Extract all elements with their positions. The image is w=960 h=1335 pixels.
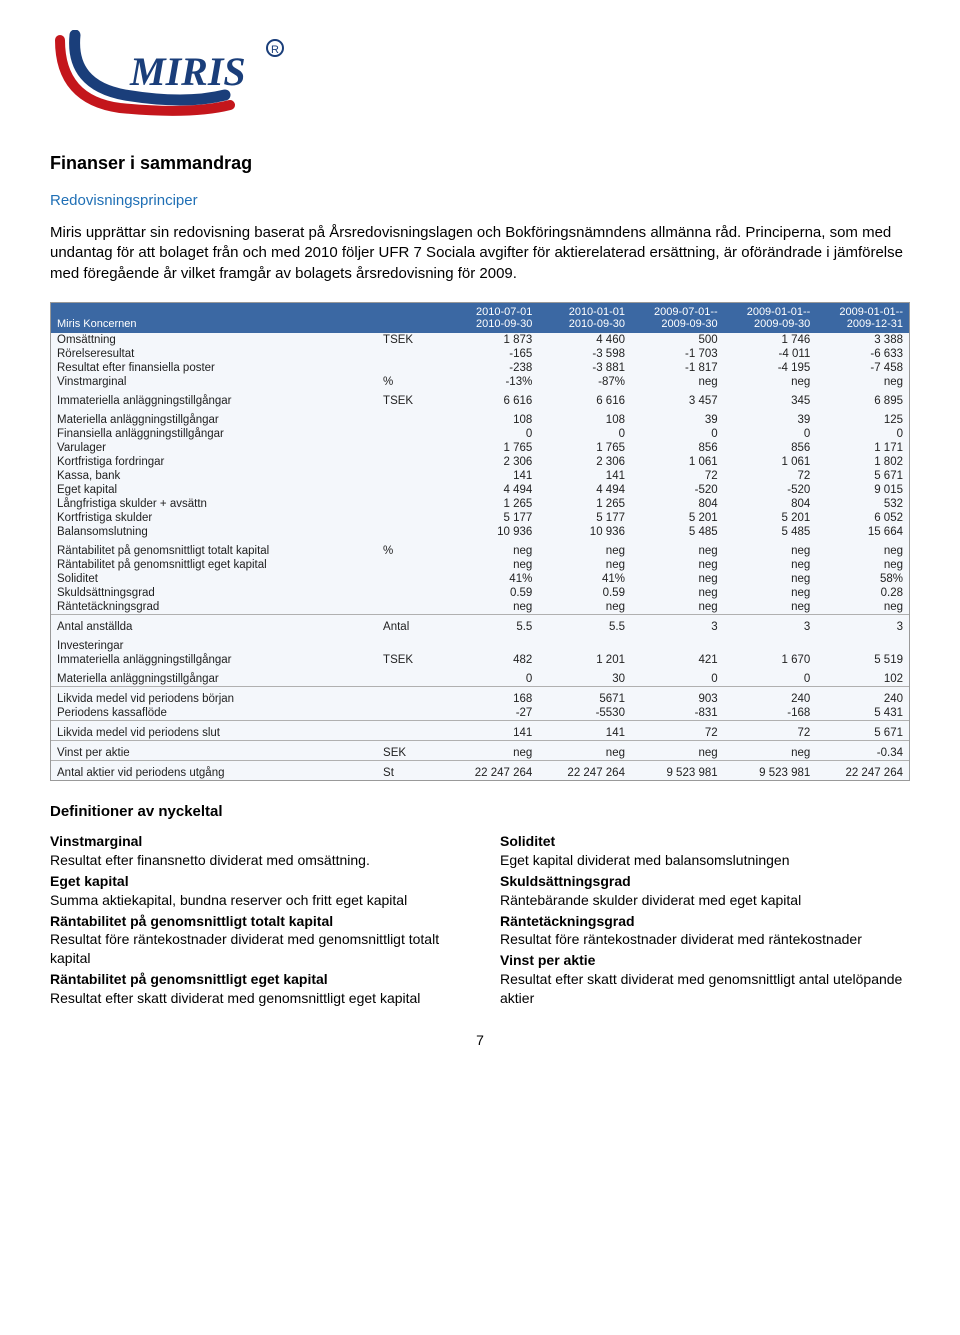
definitions-left: VinstmarginalResultat efter finansnetto … — [50, 830, 460, 1008]
table-row: Rörelseresultat-165-3 598-1 703-4 011-6 … — [51, 347, 909, 361]
definition-desc: Eget kapital dividerat med balansomslutn… — [500, 851, 910, 870]
definition-desc: Summa aktiekapital, bundna reserver och … — [50, 891, 460, 910]
definition-term: Räntetäckningsgrad — [500, 912, 910, 931]
definition-desc: Resultat före räntekostnader dividerat m… — [50, 930, 460, 968]
page-number: 7 — [50, 1032, 910, 1048]
definitions-columns: VinstmarginalResultat efter finansnetto … — [50, 830, 910, 1008]
table-row: Investeringar — [51, 634, 909, 653]
table-row: Materiella anläggningstillgångar10810839… — [51, 408, 909, 427]
definition-desc: Resultat före räntekostnader dividerat m… — [500, 930, 910, 949]
table-row: Antal anställdaAntal5.55.5333 — [51, 614, 909, 634]
definition-desc: Resultat efter skatt dividerat med genom… — [50, 989, 460, 1008]
table-row: Materiella anläggningstillgångar03000102 — [51, 667, 909, 687]
table-row: Finansiella anläggningstillgångar00000 — [51, 427, 909, 441]
table-row: Eget kapital4 4944 494-520-5209 015 — [51, 483, 909, 497]
table-row: Antal aktier vid periodens utgångSt22 24… — [51, 760, 909, 780]
definition-term: Räntabilitet på genomsnittligt totalt ka… — [50, 912, 460, 931]
definitions-right: SoliditetEget kapital dividerat med bala… — [500, 830, 910, 1008]
table-row: Räntetäckningsgradnegnegnegnegneg — [51, 600, 909, 615]
page-heading: Finanser i sammandrag — [50, 153, 910, 174]
table-row: Likvida medel vid periodens slut14114172… — [51, 720, 909, 740]
table-row: Resultat efter finansiella poster-238-3 … — [51, 361, 909, 375]
definition-term: Räntabilitet på genomsnittligt eget kapi… — [50, 970, 460, 989]
table-row: Vinstmarginal%-13%-87%negnegneg — [51, 375, 909, 389]
definition-desc: Räntebärande skulder dividerat med eget … — [500, 891, 910, 910]
table-row: Soliditet41%41%negneg58% — [51, 572, 909, 586]
table-row: Kassa, bank14114172725 671 — [51, 469, 909, 483]
table-row: Räntabilitet på genomsnittligt eget kapi… — [51, 558, 909, 572]
sub-heading: Redovisningsprinciper — [50, 192, 910, 209]
company-logo: MIRIS R — [50, 20, 910, 143]
table-row: Periodens kassaflöde-27-5530-831-1685 43… — [51, 706, 909, 721]
definition-desc: Resultat efter skatt dividerat med genom… — [500, 970, 910, 1008]
svg-text:R: R — [271, 44, 279, 56]
definition-term: Skuldsättningsgrad — [500, 872, 910, 891]
logo-text: MIRIS — [129, 49, 246, 94]
table-row: Immateriella anläggningstillgångarTSEK6 … — [51, 389, 909, 408]
table-row: Likvida medel vid periodens början168567… — [51, 686, 909, 706]
table-row: Immateriella anläggningstillgångarTSEK48… — [51, 653, 909, 667]
definition-term: Vinstmarginal — [50, 832, 460, 851]
table-row: Kortfristiga fordringar2 3062 3061 0611 … — [51, 455, 909, 469]
definition-desc: Resultat efter finansnetto dividerat med… — [50, 851, 460, 870]
table-row: OmsättningTSEK1 8734 4605001 7463 388 — [51, 333, 909, 347]
finance-table: Miris Koncernen2010-07-012010-09-302010-… — [50, 302, 910, 781]
definition-term: Vinst per aktie — [500, 951, 910, 970]
definition-term: Soliditet — [500, 832, 910, 851]
table-row: Balansomslutning10 93610 9365 4855 48515… — [51, 525, 909, 539]
table-row: Räntabilitet på genomsnittligt totalt ka… — [51, 539, 909, 558]
table-row: Vinst per aktieSEKnegnegnegneg-0.34 — [51, 740, 909, 760]
definition-term: Eget kapital — [50, 872, 460, 891]
table-row: Skuldsättningsgrad0.590.59negneg0.28 — [51, 586, 909, 600]
table-row: Kortfristiga skulder5 1775 1775 2015 201… — [51, 511, 909, 525]
definitions-heading: Definitioner av nyckeltal — [50, 803, 910, 820]
table-row: Varulager1 7651 7658568561 171 — [51, 441, 909, 455]
intro-paragraph: Miris upprättar sin redovisning baserat … — [50, 223, 910, 284]
table-row: Långfristiga skulder + avsättn1 2651 265… — [51, 497, 909, 511]
